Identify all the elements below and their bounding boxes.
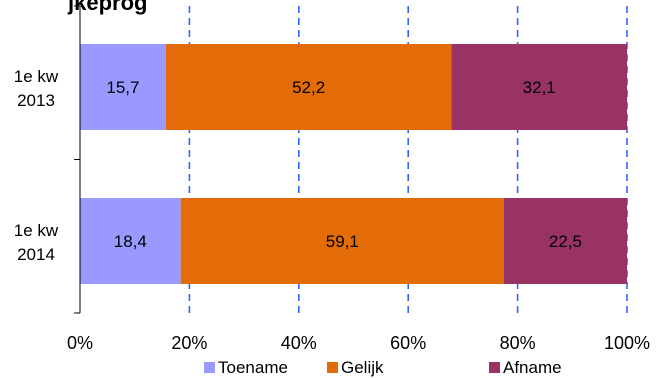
legend-swatch-toename bbox=[204, 362, 215, 373]
legend: Toename Gelijk Afname bbox=[204, 358, 562, 377]
x-tick-label: 60% bbox=[390, 333, 426, 353]
bar-segment-toename bbox=[80, 198, 181, 284]
x-tick-label: 20% bbox=[171, 333, 207, 353]
bar-segment-afname bbox=[451, 44, 627, 130]
data-label: 22,5 bbox=[549, 232, 582, 251]
category-label: 1e kw bbox=[14, 67, 59, 86]
x-tick-label: 0% bbox=[67, 333, 93, 353]
bar-segment-afname bbox=[503, 198, 627, 284]
bar-segment-toename bbox=[80, 44, 166, 130]
x-tick-label: 100% bbox=[604, 333, 650, 353]
chart-title: jkeprog bbox=[67, 0, 147, 15]
bar-segment-gelijk bbox=[180, 198, 504, 284]
legend-swatch-gelijk bbox=[327, 362, 338, 373]
category-labels: 1e kw 2013 1e kw 2014 bbox=[14, 67, 59, 264]
category-label: 2014 bbox=[17, 245, 55, 264]
data-label: 18,4 bbox=[114, 232, 147, 251]
data-label: 52,2 bbox=[292, 78, 325, 97]
legend-label-afname: Afname bbox=[503, 358, 562, 377]
legend-label-gelijk: Gelijk bbox=[341, 358, 384, 377]
bar-segment-gelijk bbox=[165, 44, 452, 130]
category-axis bbox=[74, 5, 81, 314]
data-label: 59,1 bbox=[326, 232, 359, 251]
x-tick-label: 40% bbox=[281, 333, 317, 353]
data-label: 15,7 bbox=[106, 78, 139, 97]
x-tick-label: 80% bbox=[500, 333, 536, 353]
category-label: 2013 bbox=[17, 91, 55, 110]
category-label: 1e kw bbox=[14, 221, 59, 240]
legend-label-toename: Toename bbox=[218, 358, 288, 377]
legend-swatch-afname bbox=[489, 362, 500, 373]
data-label: 32,1 bbox=[523, 78, 556, 97]
bars-group: 15,7 52,2 32,1 18,4 59,1 22,5 bbox=[80, 44, 627, 284]
x-tick-labels: 0% 20% 40% 60% 80% 100% bbox=[67, 333, 650, 353]
